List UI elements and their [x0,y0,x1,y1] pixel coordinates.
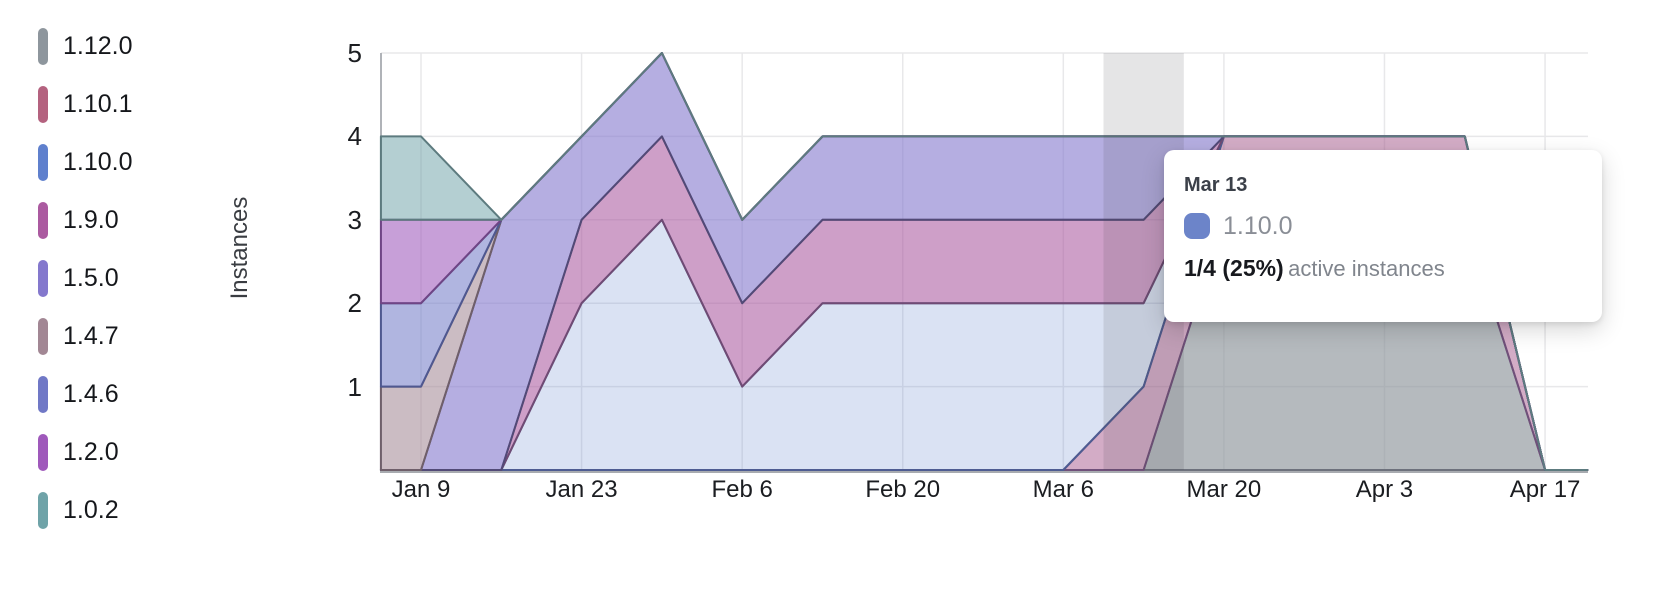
x-tick-label: Mar 6 [1032,476,1094,503]
legend-swatch-icon [38,85,48,123]
tooltip-value-suffix: active instances [1288,256,1445,281]
legend-swatch-icon [38,433,48,471]
y-tick-label: 2 [347,288,362,319]
legend-swatch-icon [38,375,48,413]
legend-item-1.9.0[interactable]: 1.9.0 [38,191,133,249]
y-tick-label: 1 [347,371,362,402]
legend-item-1.10.0[interactable]: 1.10.0 [38,133,133,191]
y-tick-label: 4 [347,121,362,152]
y-tick-label: 5 [347,38,362,68]
x-tick-label: Jan 9 [391,476,451,503]
legend-item-1.4.6[interactable]: 1.4.6 [38,365,133,423]
legend-item-label: 1.12.0 [63,31,133,60]
legend-swatch-icon [38,143,48,181]
x-tick-label: Mar 20 [1186,476,1262,503]
tooltip-series-label: 1.10.0 [1223,211,1293,240]
legend-item-1.5.0[interactable]: 1.5.0 [38,249,133,307]
legend-item-label: 1.5.0 [63,263,119,292]
tooltip-stats: 1/4 (25%) active instances [1184,255,1578,282]
legend-swatch-icon [38,491,48,529]
tooltip-date: Mar 13 [1184,174,1248,196]
x-tick-label: Jan 23 [545,476,618,503]
x-tick-label: Feb 20 [865,476,941,503]
legend-item-label: 1.4.6 [63,379,119,408]
chart-tooltip: Mar 13 1.10.0 1/4 (25%) active instances [1164,150,1602,322]
legend-swatch-icon [38,201,48,239]
legend-item-label: 1.9.0 [63,205,119,234]
legend-item-1.0.2[interactable]: 1.0.2 [38,481,133,539]
legend-item-1.2.0[interactable]: 1.2.0 [38,423,133,481]
tooltip-series-row: 1.10.0 [1184,213,1578,239]
legend-item-label: 1.2.0 [63,437,119,466]
chart-legend: 1.12.0 1.10.1 1.10.0 1.9.0 1.5.0 1.4.7 1.4.6 1.… [38,17,133,539]
y-tick-label: 3 [347,204,362,235]
tooltip-series-swatch-icon [1184,213,1210,239]
x-tick-label: Apr 17 [1509,476,1581,503]
tooltip-value: 1/4 (25%) [1184,255,1284,281]
legend-item-label: 1.10.1 [63,89,133,118]
area-band-1.0.2[interactable] [379,52,1589,471]
legend-swatch-icon [38,27,48,65]
legend-item-label: 1.4.7 [63,321,119,350]
x-tick-label: Apr 3 [1355,476,1414,503]
legend-item-label: 1.0.2 [63,495,119,524]
legend-item-1.12.0[interactable]: 1.12.0 [38,17,133,75]
legend-item-label: 1.10.0 [63,147,133,176]
x-tick-label: Feb 6 [711,476,773,503]
legend-swatch-icon [38,259,48,297]
legend-item-1.10.1[interactable]: 1.10.1 [38,75,133,133]
legend-item-1.4.7[interactable]: 1.4.7 [38,307,133,365]
legend-swatch-icon [38,317,48,355]
